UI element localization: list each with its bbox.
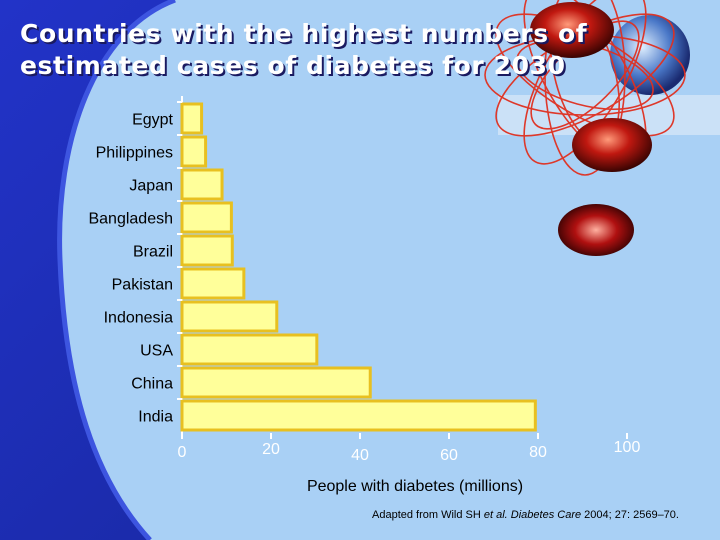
source-citation: Adapted from Wild SH et al. Diabetes Car… <box>372 509 718 521</box>
category-label-philippines: Philippines <box>96 145 173 162</box>
x-tick-label-100: 100 <box>614 439 641 456</box>
x-tick-label-20: 20 <box>262 441 280 458</box>
bar-india <box>180 399 537 432</box>
bar-japan <box>180 168 224 201</box>
x-tick-label-40: 40 <box>351 447 369 464</box>
bar-egypt <box>180 102 204 135</box>
x-tick-label-60: 60 <box>440 447 458 464</box>
category-label-china: China <box>131 376 173 393</box>
source-prefix: Adapted from Wild SH <box>372 509 484 521</box>
title-line-2: estimated cases of diabetes for 2030 <box>20 51 566 80</box>
bar-pakistan <box>180 267 246 300</box>
x-tick-labels: 0 20 40 60 80 100 <box>178 433 641 464</box>
bar-indonesia <box>180 300 279 333</box>
category-label-bangladesh: Bangladesh <box>88 211 173 228</box>
category-label-indonesia: Indonesia <box>104 310 173 327</box>
category-label-brazil: Brazil <box>133 244 173 261</box>
x-axis-label: People with diabetes (millions) <box>306 478 524 495</box>
source-suffix: 2004; 27: 2569–70. <box>581 509 679 521</box>
x-tick-label-0: 0 <box>178 444 187 461</box>
bar-philippines <box>180 135 208 168</box>
source-journal: Diabetes Care <box>507 509 582 521</box>
globe-decoration-icon <box>484 0 720 256</box>
bar-brazil <box>180 234 234 267</box>
category-label-usa: USA <box>140 343 173 360</box>
bar-bangladesh <box>180 201 233 234</box>
category-label-pakistan: Pakistan <box>112 277 173 294</box>
category-label-india: India <box>138 409 173 426</box>
source-etal: et al. <box>483 509 508 521</box>
bar-china <box>180 366 372 399</box>
bars-group <box>177 96 537 438</box>
title-line-1: Countries with the highest numbers of <box>20 19 588 48</box>
slide-title: Countries with the highest numbers of es… <box>20 18 660 82</box>
x-tick-label-80: 80 <box>529 444 547 461</box>
category-label-japan: Japan <box>129 178 173 195</box>
bar-usa <box>180 333 319 366</box>
category-labels: Egypt Philippines Japan Bangladesh Brazil Pak… <box>88 112 173 426</box>
category-label-egypt: Egypt <box>132 112 173 129</box>
